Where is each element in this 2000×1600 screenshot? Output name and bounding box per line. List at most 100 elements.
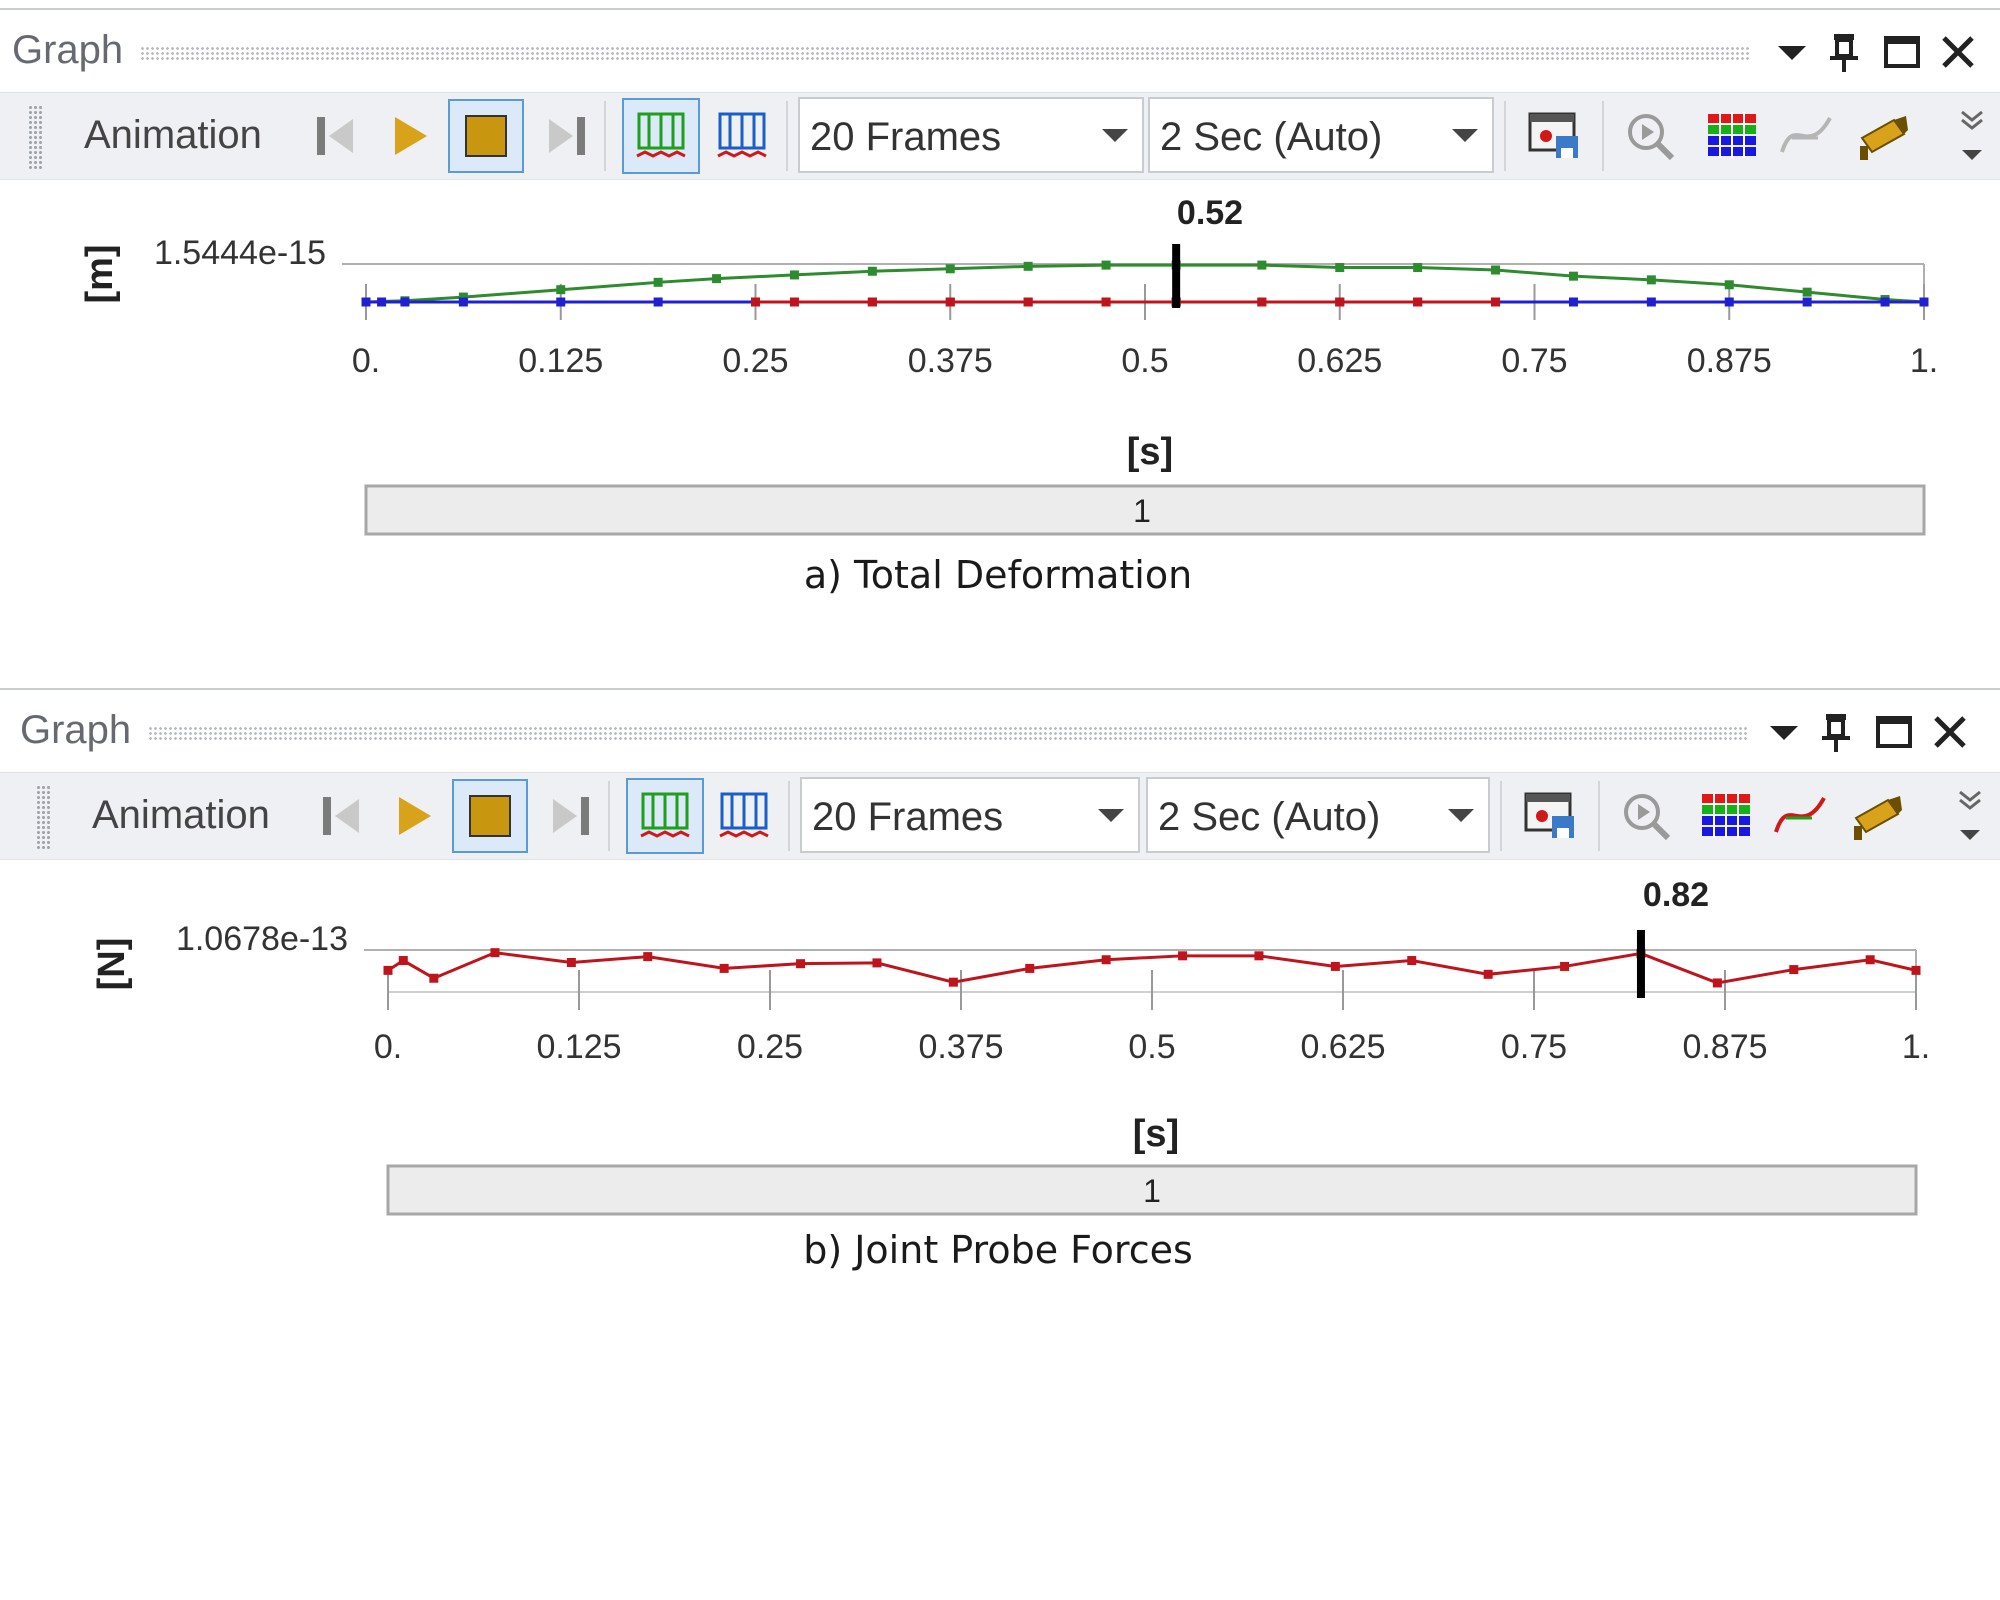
pin-icon[interactable] xyxy=(1814,708,1858,756)
close-icon[interactable] xyxy=(1928,708,1972,756)
export-video-icon[interactable] xyxy=(1518,783,1582,849)
next-frame-button[interactable] xyxy=(536,103,600,169)
data-point xyxy=(1491,297,1501,307)
zoom-icon[interactable] xyxy=(1618,103,1682,169)
data-point xyxy=(751,297,760,307)
maximize-icon[interactable] xyxy=(1872,708,1916,756)
animation-label: Animation xyxy=(92,793,270,837)
trace-curve-icon[interactable] xyxy=(1768,783,1832,849)
trace-curve-icon[interactable] xyxy=(1774,103,1838,169)
animation-toolbar: Animation 20 Frames 2 Sec (Auto) xyxy=(0,92,2000,180)
next-frame-button[interactable] xyxy=(540,783,604,849)
x-tick-label: 0. xyxy=(374,1028,402,1066)
previous-frame-button[interactable] xyxy=(308,783,372,849)
close-icon[interactable] xyxy=(1936,28,1980,76)
duration-select[interactable]: 2 Sec (Auto) xyxy=(1146,777,1490,853)
chevron-down-icon xyxy=(1098,809,1124,822)
duration-select[interactable]: 2 Sec (Auto) xyxy=(1148,97,1494,173)
toolbar-overflow-icon[interactable] xyxy=(1950,103,1994,169)
camera-icon[interactable] xyxy=(1850,103,1914,169)
frames-select-value: 20 Frames xyxy=(810,115,1002,159)
chart-area: [m] 1.5444e-15 [s] 0.52 1 0. 0.125 0.25 0.3… xyxy=(0,180,2000,608)
animation-label: Animation xyxy=(84,113,262,157)
toolbar-separator xyxy=(1504,101,1506,171)
figure-caption: a) Total Deformation xyxy=(0,553,2000,597)
data-point xyxy=(1335,263,1345,273)
export-video-icon[interactable] xyxy=(1522,103,1586,169)
joint-probe-forces-chart: [N] 1.0678e-13 [s] 0.82 1 0. 0.125 0.25 0.3… xyxy=(91,876,1930,1216)
data-point xyxy=(556,297,566,307)
stop-button[interactable] xyxy=(448,99,524,173)
total-deformation-chart: [m] 1.5444e-15 [s] 0.52 1 0. 0.125 0.25 0.3… xyxy=(79,194,1938,536)
toolbar-overflow-icon[interactable] xyxy=(1948,783,1992,849)
data-point xyxy=(458,292,468,302)
x-tick-label: 0.375 xyxy=(918,1028,1003,1066)
data-point xyxy=(377,297,387,307)
result-sets-button[interactable] xyxy=(710,103,774,169)
dropdown-menu-icon[interactable] xyxy=(1762,708,1806,756)
duration-select-value: 2 Sec (Auto) xyxy=(1160,115,1383,159)
x-tick-label: 0.25 xyxy=(737,1028,803,1066)
data-point xyxy=(1802,287,1812,297)
frames-select[interactable]: 20 Frames xyxy=(798,97,1144,173)
legend-colors-icon[interactable] xyxy=(1694,783,1758,849)
series-line xyxy=(365,263,1925,304)
title-grip[interactable] xyxy=(148,726,1748,740)
range-bar-label: 1 xyxy=(1133,493,1151,529)
toolbar-grip[interactable] xyxy=(36,785,52,849)
data-point xyxy=(789,270,799,280)
data-point xyxy=(1483,969,1493,979)
chevron-down-icon xyxy=(1102,129,1128,142)
x-tick-label: 0.875 xyxy=(1682,1028,1767,1066)
range-bar[interactable]: 1 xyxy=(386,1164,1918,1216)
play-button[interactable] xyxy=(378,103,442,169)
camera-icon[interactable] xyxy=(1844,783,1908,849)
animation-toolbar: Animation 20 Frames 2 Sec (Auto) xyxy=(0,772,2000,860)
distributed-frames-button[interactable] xyxy=(622,98,700,174)
data-point xyxy=(1335,297,1345,307)
title-grip[interactable] xyxy=(140,46,1750,60)
data-point xyxy=(1257,260,1267,270)
x-tick-label: 0.5 xyxy=(1121,342,1168,380)
range-bar-label: 1 xyxy=(1143,1173,1161,1209)
legend-colors-icon[interactable] xyxy=(1700,103,1764,169)
panel-title: Graph xyxy=(20,708,132,752)
data-point xyxy=(1568,271,1578,281)
distributed-frames-button[interactable] xyxy=(626,778,704,854)
x-tick-label: 0.625 xyxy=(1300,1028,1385,1066)
toolbar-separator xyxy=(1602,101,1604,171)
chevron-down-icon xyxy=(1452,129,1478,142)
data-point xyxy=(490,948,500,958)
chart-area: [N] 1.0678e-13 [s] 0.82 1 0. 0.125 0.25 0.3… xyxy=(0,860,2000,1248)
x-tick-label: 0.625 xyxy=(1297,342,1382,380)
toolbar-grip[interactable] xyxy=(28,105,44,169)
toolbar-separator xyxy=(786,101,788,171)
previous-frame-button[interactable] xyxy=(302,103,366,169)
maximize-icon[interactable] xyxy=(1880,28,1924,76)
data-point xyxy=(653,297,663,307)
stop-button[interactable] xyxy=(452,779,528,853)
data-point xyxy=(1568,297,1578,307)
toolbar-separator xyxy=(788,781,790,851)
result-sets-button[interactable] xyxy=(712,783,776,849)
data-point xyxy=(867,266,877,276)
data-point xyxy=(361,297,371,307)
data-point xyxy=(1413,263,1423,273)
zoom-icon[interactable] xyxy=(1614,783,1678,849)
play-button[interactable] xyxy=(382,783,446,849)
data-point xyxy=(1407,956,1417,966)
data-point xyxy=(872,958,882,968)
x-tick-label: 0.875 xyxy=(1687,342,1772,380)
x-tick-label: 0. xyxy=(352,342,380,380)
pin-icon[interactable] xyxy=(1822,28,1866,76)
data-point xyxy=(867,297,877,307)
data-point xyxy=(1560,961,1570,971)
data-point xyxy=(1712,978,1722,988)
panel-titlebar: Graph xyxy=(0,688,2000,772)
frames-select[interactable]: 20 Frames xyxy=(800,777,1140,853)
range-bar[interactable]: 1 xyxy=(364,484,1926,536)
caption-text: b) Joint Probe Forces xyxy=(803,1228,1193,1272)
data-point xyxy=(1101,955,1111,965)
dropdown-menu-icon[interactable] xyxy=(1770,28,1814,76)
x-axis-label: [s] xyxy=(1133,1113,1179,1155)
